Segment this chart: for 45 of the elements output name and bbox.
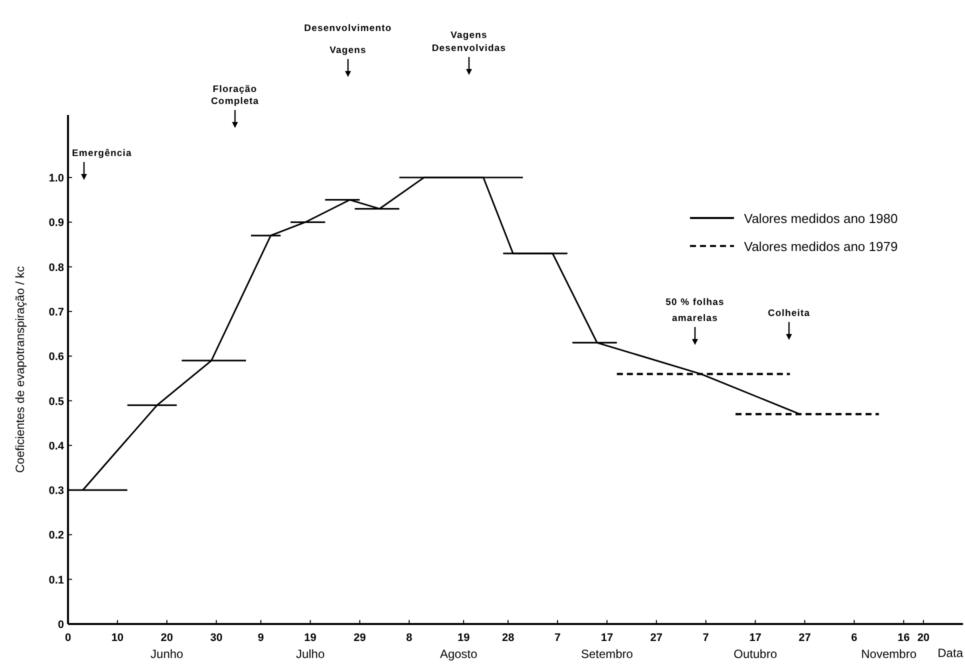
x-tick-label: 9 [258, 632, 264, 644]
x-tick-label: 30 [210, 632, 222, 644]
legend-label: Valores medidos ano 1979 [744, 239, 898, 254]
x-tick-label: 7 [554, 632, 561, 644]
text: Outubro [734, 647, 778, 661]
x-tick-label: 29 [354, 632, 366, 644]
y-tick-label: 0.4 [48, 440, 65, 452]
y-tick-label: 0.1 [48, 574, 64, 586]
y-tick-label: 0.2 [48, 530, 64, 542]
y-tick-label: 0.8 [48, 262, 64, 274]
y-axis-title: Coeficientes de evapotranspiração / kc [13, 266, 27, 473]
y-tick-label: 0.3 [48, 485, 64, 498]
y-tick-label: 0.9 [48, 217, 64, 230]
annotation: Colheita [768, 308, 810, 319]
y-tick-label: 1.0 [48, 172, 64, 185]
x-tick-label: 19 [304, 632, 316, 644]
text: Junho [150, 647, 184, 661]
x-tick-label: 16 [898, 632, 910, 644]
text: Agosto [440, 647, 478, 661]
text: Floração Completa [210, 84, 260, 107]
x-tick-label: 20 [160, 632, 174, 644]
x-tick-label: 6 [851, 632, 858, 644]
x-tick-label: 28 [502, 632, 514, 644]
x-tick-label: 17 [749, 632, 762, 644]
annotation: Emergência [72, 148, 132, 159]
text: Setembro [580, 647, 634, 661]
x-tick-label: 17 [600, 632, 614, 644]
x-tick-label: 19 [457, 632, 470, 644]
text: Julho [296, 647, 325, 661]
y-tick-label: 0.6 [48, 351, 64, 364]
x-tick-label: 8 [406, 632, 412, 644]
x-tick-label: 10 [111, 632, 124, 644]
annotation: 50 % folhas amarelas [666, 297, 724, 324]
x-tick-label: 27 [798, 632, 811, 644]
x-tick-label: 20 [917, 632, 930, 644]
x-tick-label: 7 [702, 632, 709, 644]
text: Vagens Desenvolvidas [432, 30, 506, 54]
y-tick-label: 0.7 [48, 306, 64, 318]
text: Novembro [861, 647, 917, 661]
y-tick-label: 0 [58, 619, 64, 631]
y-tick-label: 0.5 [48, 396, 64, 408]
legend-label: Valores medidos ano 1980 [744, 211, 898, 226]
text: Desenvolvimento Vagens [304, 23, 392, 56]
x-tick-label: 27 [650, 632, 663, 644]
x-axis-title: Data [938, 646, 964, 660]
